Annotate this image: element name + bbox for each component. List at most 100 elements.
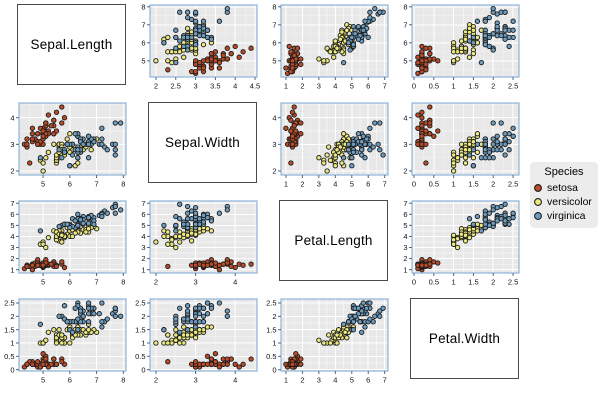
svg-text:7: 7 <box>141 199 145 208</box>
data-point <box>450 160 457 166</box>
data-point <box>228 50 234 57</box>
data-point <box>118 120 124 126</box>
svg-text:5: 5 <box>141 221 145 230</box>
data-point <box>192 18 199 24</box>
data-point <box>112 305 118 311</box>
data-point <box>502 131 508 137</box>
data-point <box>466 216 473 222</box>
svg-text:4: 4 <box>272 113 276 122</box>
data-point <box>173 34 179 41</box>
data-point <box>192 61 199 68</box>
data-point <box>200 41 207 48</box>
data-point <box>498 32 504 39</box>
data-point <box>40 133 46 139</box>
data-point <box>200 65 207 71</box>
data-point <box>56 147 62 153</box>
data-point <box>490 47 496 53</box>
data-point <box>482 141 488 147</box>
svg-text:2: 2 <box>141 312 145 321</box>
svg-text:3: 3 <box>272 140 276 149</box>
data-point <box>53 109 60 115</box>
data-point <box>506 43 512 50</box>
data-point <box>289 65 296 71</box>
svg-text:4: 4 <box>10 113 14 122</box>
data-point <box>510 125 516 131</box>
data-point <box>161 222 167 229</box>
data-point <box>335 327 342 333</box>
data-point <box>99 319 105 325</box>
svg-text:4: 4 <box>141 232 145 241</box>
scatter-plot-svg: 1 2 3 4 5 6 7 0 0.5 1 1.5 2 2.5 <box>266 298 389 385</box>
data-point <box>360 27 366 33</box>
data-point <box>359 329 365 335</box>
data-point <box>59 120 65 126</box>
data-point <box>283 125 289 131</box>
svg-text:8: 8 <box>121 376 125 385</box>
data-point <box>345 40 352 46</box>
data-point <box>56 327 62 333</box>
data-point <box>450 49 457 55</box>
data-point <box>77 217 84 223</box>
data-point <box>486 149 492 155</box>
data-point <box>321 340 327 346</box>
svg-text:3: 3 <box>193 82 197 91</box>
data-point <box>494 139 500 145</box>
data-point <box>43 120 49 126</box>
x-axis: 0 0.5 1 1.5 2 2.5 <box>412 273 518 287</box>
points-setosa <box>21 104 68 166</box>
data-point <box>510 210 516 216</box>
data-point <box>112 313 118 319</box>
data-point <box>482 221 488 227</box>
data-point <box>423 141 429 147</box>
data-point <box>37 321 44 327</box>
svg-text:5: 5 <box>350 180 354 189</box>
points-virginica <box>340 5 386 66</box>
data-point <box>208 324 215 330</box>
data-point <box>288 160 294 166</box>
data-point <box>177 233 183 240</box>
svg-text:3: 3 <box>317 376 321 385</box>
svg-text:1: 1 <box>141 339 145 348</box>
data-point <box>104 210 110 216</box>
data-point <box>321 160 327 166</box>
data-point <box>181 324 187 330</box>
data-point <box>293 351 299 357</box>
data-point <box>359 147 365 153</box>
svg-text:1.5: 1.5 <box>135 325 145 334</box>
data-point <box>291 123 297 129</box>
x-axis: 1 2 3 4 5 6 7 <box>284 77 387 91</box>
data-point <box>474 131 481 137</box>
data-point <box>43 337 49 343</box>
data-point <box>380 305 386 311</box>
data-point <box>177 201 183 207</box>
data-point <box>365 34 371 41</box>
points-virginica <box>37 120 124 169</box>
data-point <box>196 311 203 317</box>
data-point <box>289 58 296 64</box>
data-point <box>204 311 211 317</box>
data-point <box>240 262 246 268</box>
data-point <box>40 351 46 357</box>
data-point <box>324 168 330 174</box>
data-point <box>470 163 477 169</box>
data-point <box>326 332 332 338</box>
svg-text:6: 6 <box>68 278 72 287</box>
data-point <box>64 319 70 325</box>
data-point <box>331 54 337 60</box>
data-point <box>27 160 33 166</box>
data-point <box>350 41 357 48</box>
data-point <box>177 239 183 245</box>
svg-text:4: 4 <box>233 82 237 91</box>
svg-text:1: 1 <box>10 339 14 348</box>
svg-text:5: 5 <box>403 56 407 65</box>
data-point <box>35 141 41 147</box>
scatter-plot-svg: 0 0.5 1 1.5 2 2.5 5 6 7 8 <box>403 2 520 91</box>
svg-text:8: 8 <box>121 278 125 287</box>
data-point <box>454 244 461 251</box>
data-point <box>377 120 383 126</box>
data-point <box>355 23 362 30</box>
data-point <box>352 31 358 37</box>
data-point <box>212 359 219 365</box>
data-point <box>470 139 477 145</box>
